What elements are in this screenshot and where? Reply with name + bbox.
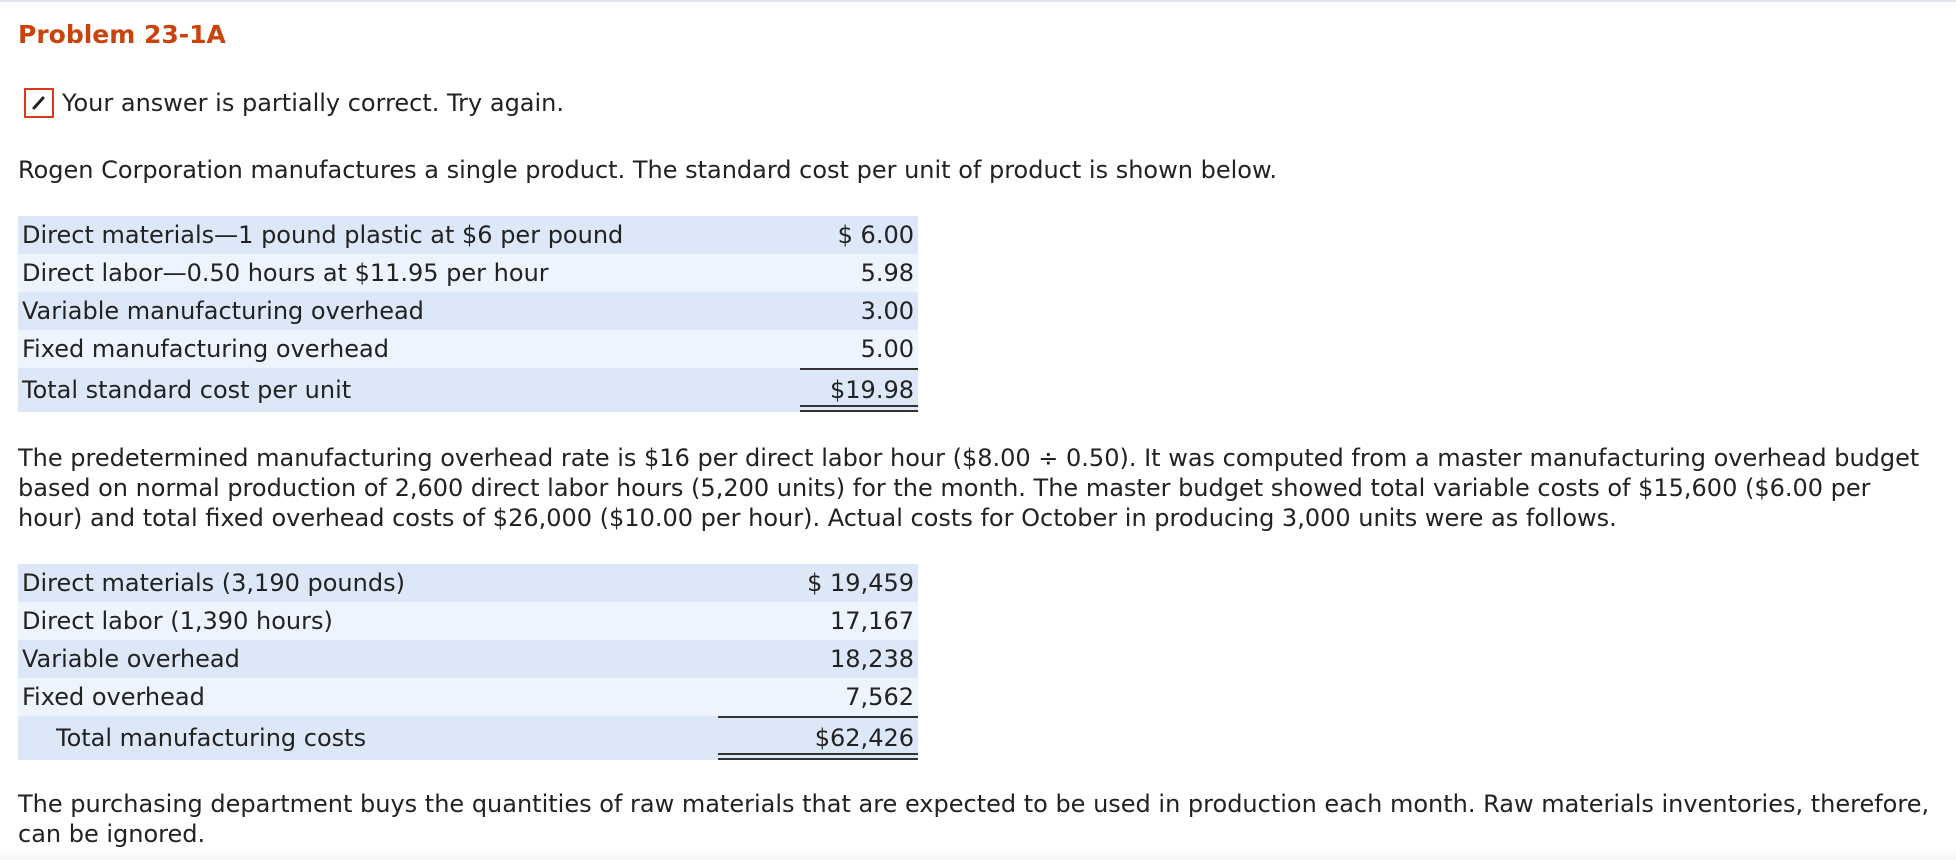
subtotal-rule [718, 716, 918, 718]
total-double-rule [718, 753, 918, 760]
row-amount: 7,562 [845, 683, 914, 711]
row-amount: 3.00 [860, 297, 914, 325]
intro-paragraph: Rogen Corporation manufactures a single … [18, 156, 1277, 184]
row-amount: $ 6.00 [837, 221, 914, 249]
table-row: Fixed overhead 7,562 [18, 678, 918, 716]
row-label: Direct labor (1,390 hours) [22, 607, 333, 635]
status-message: Your answer is partially correct. Try ag… [62, 89, 565, 117]
table-row: Variable manufacturing overhead 3.00 [18, 292, 918, 330]
row-amount: 5.98 [860, 259, 914, 287]
standard-cost-table: Direct materials—1 pound plastic at $6 p… [18, 216, 918, 412]
row-amount: 17,167 [830, 607, 914, 635]
answer-status: Your answer is partially correct. Try ag… [24, 86, 564, 120]
total-label: Total manufacturing costs [56, 724, 367, 752]
table-row: Direct materials—1 pound plastic at $6 p… [18, 216, 918, 254]
bottom-edge [0, 848, 1956, 860]
total-row: Total standard cost per unit $19.98 [18, 368, 918, 412]
total-label: Total standard cost per unit [22, 376, 352, 404]
subtotal-rule [800, 368, 918, 370]
total-amount: $62,426 [814, 724, 914, 752]
row-amount: 18,238 [830, 645, 914, 673]
overhead-rate-paragraph: The predetermined manufacturing overhead… [18, 444, 1920, 532]
pencil-glyph [32, 96, 45, 110]
row-label: Fixed overhead [22, 683, 205, 711]
row-label: Direct materials (3,190 pounds) [22, 569, 405, 597]
table-row: Variable overhead 18,238 [18, 640, 918, 678]
row-label: Direct labor—0.50 hours at $11.95 per ho… [22, 259, 549, 287]
row-amount: 5.00 [860, 335, 914, 363]
actual-cost-table: Direct materials (3,190 pounds) $ 19,459… [18, 564, 918, 760]
row-label: Variable manufacturing overhead [22, 297, 424, 325]
table-row: Fixed manufacturing overhead 5.00 [18, 330, 918, 368]
total-row: Total manufacturing costs $62,426 [18, 716, 918, 760]
top-divider [0, 0, 1956, 2]
problem-title: Problem 23-1A [18, 20, 226, 49]
purchasing-paragraph: The purchasing department buys the quant… [18, 790, 1930, 848]
table-row: Direct labor (1,390 hours) 17,167 [18, 602, 918, 640]
row-amount: $ 19,459 [807, 569, 914, 597]
row-label: Variable overhead [22, 645, 240, 673]
total-amount: $19.98 [830, 376, 914, 404]
row-label: Fixed manufacturing overhead [22, 335, 389, 363]
pencil-icon[interactable] [24, 88, 54, 118]
table-row: Direct labor—0.50 hours at $11.95 per ho… [18, 254, 918, 292]
total-double-rule [800, 405, 918, 412]
table-row: Direct materials (3,190 pounds) $ 19,459 [18, 564, 918, 602]
row-label: Direct materials—1 pound plastic at $6 p… [22, 221, 624, 249]
